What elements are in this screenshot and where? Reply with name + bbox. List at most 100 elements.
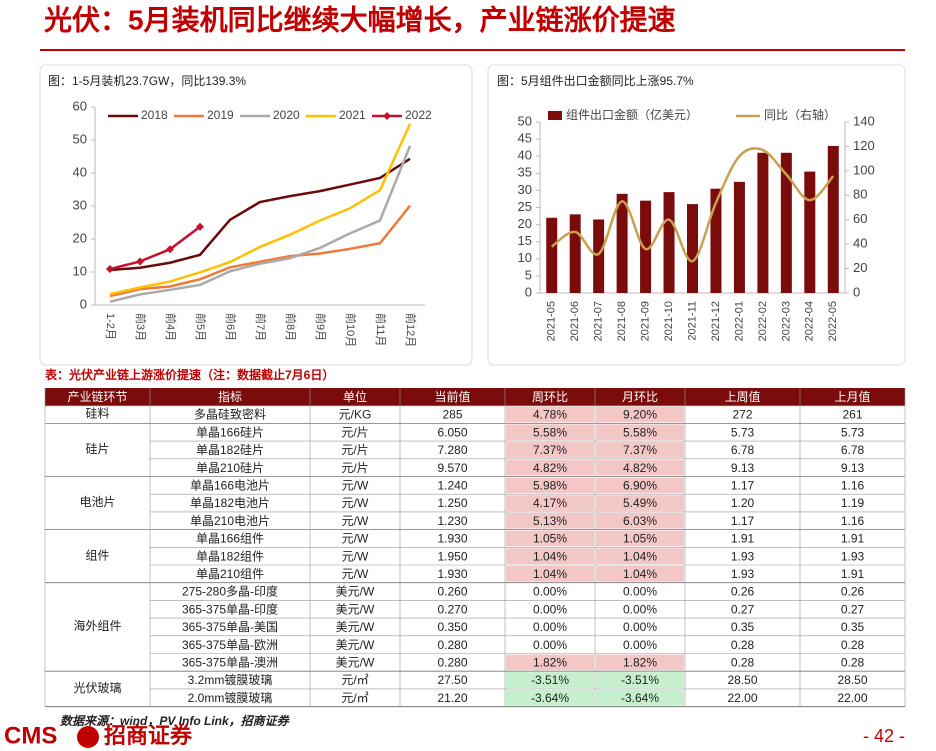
x-tick-label: 2021-10 [663, 301, 675, 341]
cell: 1.17 [731, 479, 755, 493]
y2-tick-label: 40 [853, 236, 867, 251]
cell: 1.930 [437, 567, 467, 581]
y-tick-label: 20 [73, 230, 87, 245]
cell: 元/片 [341, 461, 368, 475]
x-tick-label: 前11月 [374, 313, 388, 346]
cell: -3.64% [531, 691, 569, 705]
chart-subtitle: 图：1-5月装机23.7GW，同比139.3% [48, 74, 246, 88]
series-line [109, 204, 411, 298]
y-tick-label: 60 [73, 98, 87, 113]
slide-title: 光伏：5月装机同比继续大幅增长，产业链涨价提速 [43, 3, 676, 35]
x-tick-label: 2021-11 [686, 301, 698, 341]
cell: 5.13% [533, 514, 567, 528]
x-tick-label: 前8月 [284, 313, 298, 341]
y-tick-label: 30 [518, 182, 532, 197]
company: 招商证券 [104, 723, 193, 748]
cell: 单晶166电池片 [190, 479, 270, 493]
x-tick-label: 2021-06 [569, 301, 581, 341]
x-tick-label: 2022-01 [733, 301, 745, 341]
cell: -3.64% [621, 691, 659, 705]
y2-tick-label: 20 [853, 260, 867, 275]
y-tick-label: 5 [525, 267, 532, 282]
cell: 0.27 [731, 602, 755, 616]
cell: 0.00% [533, 602, 567, 616]
cell-highlight [506, 530, 594, 547]
y2-tick-label: 140 [853, 113, 875, 128]
column-header: 上周值 [724, 389, 760, 404]
cell: 0.26 [731, 585, 755, 599]
y-tick-label: 40 [73, 164, 87, 179]
cell: 6.78 [731, 443, 755, 457]
cell: 单晶166组件 [196, 532, 264, 546]
cell: 261 [842, 408, 862, 422]
y-tick-label: 0 [80, 296, 87, 311]
legend-label: 2020 [273, 108, 300, 122]
bar [733, 181, 745, 293]
series-line [109, 225, 201, 271]
column-header: 当前值 [434, 389, 470, 404]
cell: 元/W [342, 514, 369, 528]
cell: 元/W [342, 549, 369, 563]
bar [710, 188, 722, 293]
cell: 0.00% [623, 585, 657, 599]
chart-frame [487, 64, 906, 366]
cell-highlight [506, 477, 594, 494]
cell: 2.0mm镀膜玻璃 [188, 691, 273, 705]
column-header: 上月值 [834, 389, 870, 404]
y-tick-label: 50 [518, 113, 532, 128]
cell: 1.93 [841, 549, 865, 563]
cell: 9.13 [731, 461, 755, 475]
y-tick-label: 15 [518, 233, 532, 248]
cell: -3.51% [621, 673, 659, 687]
bar [757, 152, 769, 293]
column-header: 月环比 [622, 390, 658, 404]
cell: 9.570 [437, 461, 467, 475]
x-tick-label: 前10月 [344, 313, 358, 347]
legend-label: 2022 [405, 108, 432, 122]
cell: 元/㎡ [341, 673, 368, 687]
cell-highlight [506, 548, 594, 564]
cell: 1.04% [623, 549, 657, 563]
cell: 1.91 [841, 567, 865, 581]
x-tick-label: 前12月 [404, 313, 418, 347]
y-tick-label: 25 [518, 199, 532, 214]
y2-tick-label: 120 [853, 138, 875, 153]
cell: 0.280 [437, 638, 467, 652]
y-tick-label: 0 [525, 284, 532, 299]
cell: 5.58% [533, 425, 567, 439]
cell-highlight [596, 654, 684, 671]
cell: 9.13 [841, 461, 865, 475]
cell: 365-375单晶-印度 [182, 601, 278, 616]
y-tick-label: 40 [518, 148, 532, 163]
cell-highlight [506, 495, 594, 511]
cell: 0.28 [841, 638, 865, 652]
cell: 7.37% [623, 443, 657, 457]
cell: 1.20 [731, 496, 755, 510]
bar [827, 145, 839, 293]
cell: 5.49% [623, 496, 657, 510]
cell: 0.00% [533, 638, 567, 652]
cell-highlight [596, 406, 684, 423]
x-tick-label: 2021-08 [616, 301, 628, 341]
x-tick-label: 2021-09 [639, 301, 651, 341]
cell: 多晶硅致密料 [194, 407, 266, 422]
logo-icon [77, 726, 99, 748]
cell: -3.51% [531, 673, 569, 687]
cell-highlight [506, 654, 594, 671]
y-tick-label: 20 [518, 216, 532, 231]
x-tick-label: 前7月 [254, 313, 268, 341]
legend-marker [383, 112, 391, 120]
cell: 6.050 [437, 425, 467, 439]
y-tick-label: 10 [73, 263, 87, 278]
cell: 28.50 [727, 673, 757, 687]
cell-highlight [506, 459, 594, 476]
x-tick-label: 2022-05 [827, 301, 839, 341]
x-tick-label: 前6月 [224, 313, 238, 341]
cell: 275-280多晶-印度 [182, 584, 278, 599]
bar [546, 217, 558, 293]
cell: 1.250 [437, 496, 467, 510]
cell: 0.28 [841, 656, 865, 670]
x-tick-label: 前9月 [314, 313, 328, 341]
x-tick-label: 2022-03 [780, 301, 792, 341]
cell: 0.35 [841, 620, 865, 634]
